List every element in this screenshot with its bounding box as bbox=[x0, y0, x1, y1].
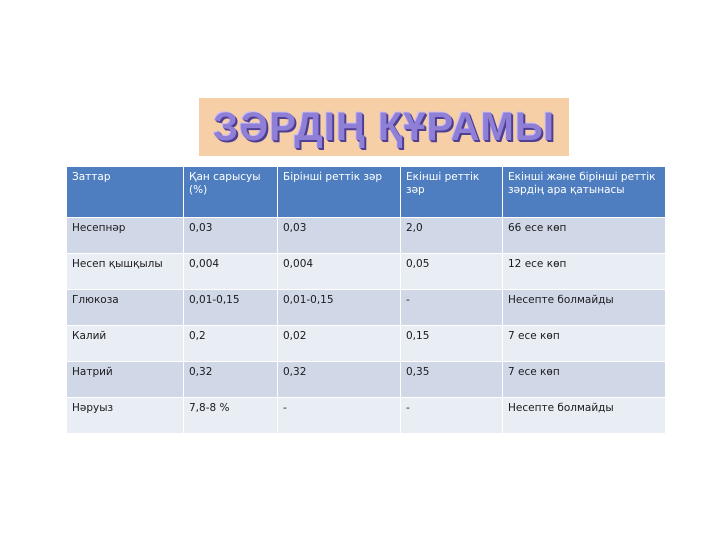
table-cell: 0,01-0,15 bbox=[277, 289, 401, 326]
table-row: Глюкоза 0,01-0,15 0,01-0,15 - Несепте бо… bbox=[66, 289, 666, 326]
table-cell: 12 есе көп bbox=[502, 253, 666, 290]
table-cell: Несепнәр bbox=[66, 217, 184, 254]
column-header-primary-urine: Бірінші реттік зәр bbox=[277, 166, 401, 218]
table-cell: 0,01-0,15 bbox=[183, 289, 278, 326]
table-cell: - bbox=[277, 397, 401, 434]
column-header-ratio: Екінші және бірінші реттік зәрдің ара қа… bbox=[502, 166, 666, 218]
table-cell: 0,2 bbox=[183, 325, 278, 362]
table-cell: Несепте болмайды bbox=[502, 289, 666, 326]
column-header-secondary-urine: Екінші реттік зәр bbox=[400, 166, 503, 218]
table-row: Несеп қышқылы 0,004 0,004 0,05 12 есе кө… bbox=[66, 253, 666, 290]
table-cell: - bbox=[400, 289, 503, 326]
table-cell: 0,32 bbox=[277, 361, 401, 398]
page-title: ЗӘРДІҢ ҚҰРАМЫ bbox=[212, 104, 556, 149]
column-header-substances: Заттар bbox=[66, 166, 184, 218]
table-cell: 0,004 bbox=[277, 253, 401, 290]
table-cell: 66 есе көп bbox=[502, 217, 666, 254]
table-cell: - bbox=[400, 397, 503, 434]
table-cell: 0,32 bbox=[183, 361, 278, 398]
table-row: Несепнәр 0,03 0,03 2,0 66 есе көп bbox=[66, 217, 666, 254]
table-row: Нәруыз 7,8-8 % - - Несепте болмайды bbox=[66, 397, 666, 434]
column-header-blood-serum: Қан сарысуы (%) bbox=[183, 166, 278, 218]
table-cell: 0,15 bbox=[400, 325, 503, 362]
composition-table: Заттар Қан сарысуы (%) Бірінші реттік зә… bbox=[66, 166, 666, 434]
table-cell: Глюкоза bbox=[66, 289, 184, 326]
table-cell: 7,8-8 % bbox=[183, 397, 278, 434]
table-cell: 0,35 bbox=[400, 361, 503, 398]
table-cell: Калий bbox=[66, 325, 184, 362]
table-cell: 0,004 bbox=[183, 253, 278, 290]
table-cell: Несепте болмайды bbox=[502, 397, 666, 434]
table-cell: Натрий bbox=[66, 361, 184, 398]
table-header-row: Заттар Қан сарысуы (%) Бірінші реттік зә… bbox=[66, 166, 666, 218]
table-cell: 7 есе көп bbox=[502, 361, 666, 398]
table-row: Натрий 0,32 0,32 0,35 7 есе көп bbox=[66, 361, 666, 398]
table-cell: Несеп қышқылы bbox=[66, 253, 184, 290]
table-cell: Нәруыз bbox=[66, 397, 184, 434]
table-row: Калий 0,2 0,02 0,15 7 есе көп bbox=[66, 325, 666, 362]
table-cell: 0,02 bbox=[277, 325, 401, 362]
table-cell: 0,03 bbox=[183, 217, 278, 254]
table-cell: 7 есе көп bbox=[502, 325, 666, 362]
table-cell: 0,03 bbox=[277, 217, 401, 254]
title-banner: ЗӘРДІҢ ҚҰРАМЫ bbox=[199, 98, 569, 156]
table-cell: 2,0 bbox=[400, 217, 503, 254]
table-cell: 0,05 bbox=[400, 253, 503, 290]
